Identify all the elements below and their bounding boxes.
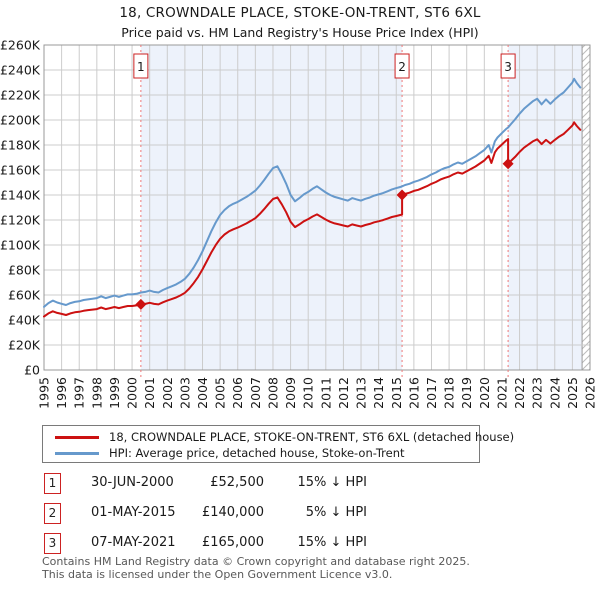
sale-hpi-delta: 15% ↓ HPI (297, 535, 367, 550)
x-tick-label: 2002 (160, 377, 175, 409)
page-title: 18, CROWNDALE PLACE, STOKE-ON-TRENT, ST6… (119, 5, 481, 21)
future-hatch-region (582, 45, 590, 370)
y-tick-label: £180K (0, 138, 41, 153)
sale-marker-box-label-1: 1 (137, 60, 145, 74)
y-tick-label: £140K (0, 188, 41, 203)
hpi-average-price-line (43, 77, 582, 308)
y-tick-label: £100K (0, 238, 41, 253)
transaction-row-2: 2 01-MAY-2015 £140,000 5% ↓ HPI (0, 503, 600, 524)
sale-price: £140,000 (201, 505, 264, 520)
transaction-row-3: 3 07-MAY-2021 £165,000 15% ↓ HPI (0, 533, 600, 554)
x-tick-label: 2014 (371, 377, 386, 409)
x-tick-label: 2021 (494, 377, 509, 409)
y-tick-label: £260K (0, 38, 41, 53)
page-subtitle: Price paid vs. HM Land Registry's House … (121, 25, 479, 40)
x-tick-label: 2000 (125, 377, 140, 409)
x-tick-label: 2018 (442, 377, 457, 409)
sale-point-3 (502, 158, 514, 170)
x-tick-label: 1999 (107, 377, 122, 409)
sale-price: £165,000 (201, 535, 264, 550)
x-tick-label: 2009 (283, 377, 298, 409)
price-paid-swatch (55, 436, 99, 439)
x-tick-label: 2016 (406, 377, 421, 409)
y-tick-label: £20K (8, 338, 41, 353)
x-tick-label: 1997 (72, 377, 87, 409)
legend-label-price-paid: 18, CROWNDALE PLACE, STOKE-ON-TRENT, ST6… (109, 430, 515, 444)
x-tick-label: 2001 (142, 377, 157, 409)
x-tick-label: 2026 (583, 377, 598, 409)
y-tick-label: £240K (0, 63, 41, 78)
sale-number-badge-2: 2 (44, 503, 61, 524)
plot-border (43, 44, 591, 371)
sale-number-badge-3: 3 (44, 533, 61, 554)
x-tick-label: 1998 (89, 377, 104, 409)
sale-hpi-delta: 15% ↓ HPI (297, 475, 367, 490)
x-tick-label: 2017 (424, 377, 439, 409)
copyright-footer: Contains HM Land Registry data © Crown c… (42, 555, 598, 581)
y-tick-label: £80K (8, 263, 41, 278)
x-tick-label: 2025 (565, 377, 580, 409)
y-tick-label: £160K (0, 163, 41, 178)
x-tick-label: 2022 (512, 377, 527, 409)
chart-legend: 18, CROWNDALE PLACE, STOKE-ON-TRENT, ST6… (42, 425, 514, 463)
sale-point-2 (396, 189, 408, 201)
x-tick-label: 2023 (530, 377, 545, 409)
ownership-period-shade-1 (140, 45, 403, 370)
sale-marker-box-2 (394, 53, 410, 79)
sale-marker-box-3 (500, 53, 516, 79)
y-tick-label: £200K (0, 113, 41, 128)
y-tick-label: £120K (0, 213, 41, 228)
x-tick-label: 2004 (195, 377, 210, 409)
x-tick-label: 2012 (336, 377, 351, 409)
y-tick-label: £40K (8, 313, 41, 328)
x-tick-label: 2013 (354, 377, 369, 409)
hpi-swatch (55, 452, 99, 455)
transaction-row-1: 1 30-JUN-2000 £52,500 15% ↓ HPI (0, 473, 600, 494)
x-tick-label: 2006 (230, 377, 245, 409)
x-tick-label: 1995 (37, 377, 52, 409)
legend-item-price-paid: 18, CROWNDALE PLACE, STOKE-ON-TRENT, ST6… (43, 429, 514, 445)
sale-date: 01-MAY-2015 (91, 505, 176, 520)
sale-marker-box-label-2: 2 (398, 60, 406, 74)
x-tick-label: 2007 (248, 377, 263, 409)
sale-hpi-delta: 5% ↓ HPI (305, 505, 367, 520)
sale-number-badge-1: 1 (44, 473, 61, 494)
sale-price: £52,500 (210, 475, 264, 490)
x-tick-label: 2024 (547, 377, 562, 409)
y-tick-label: £60K (8, 288, 41, 303)
legend-label-hpi: HPI: Average price, detached house, Stok… (109, 446, 405, 460)
x-tick-label: 2015 (389, 377, 404, 409)
legend-item-hpi: HPI: Average price, detached house, Stok… (43, 445, 479, 461)
y-tick-label: £220K (0, 88, 41, 103)
sale-date: 07-MAY-2021 (91, 535, 176, 550)
sale-date: 30-JUN-2000 (91, 475, 174, 490)
x-tick-label: 2019 (459, 377, 474, 409)
y-tick-label: £0 (24, 363, 40, 378)
x-tick-label: 2008 (265, 377, 280, 409)
sale-marker-box-1 (133, 53, 149, 79)
x-tick-label: 2010 (301, 377, 316, 409)
sale-point-1 (135, 298, 147, 310)
copyright-line-2: This data is licensed under the Open Gov… (42, 567, 393, 581)
price-chart: 1 2 3 £0 £20K £40K £60K £80K £100K £120K £140K £160… (0, 38, 598, 409)
x-tick-label: 2005 (213, 377, 228, 409)
x-tick-label: 2011 (318, 377, 333, 409)
x-tick-label: 2020 (477, 377, 492, 409)
x-tick-label: 2003 (177, 377, 192, 409)
sale-marker-box-label-3: 3 (504, 60, 512, 74)
x-tick-label: 1996 (54, 377, 69, 409)
copyright-line-1: Contains HM Land Registry data © Crown c… (42, 555, 470, 568)
